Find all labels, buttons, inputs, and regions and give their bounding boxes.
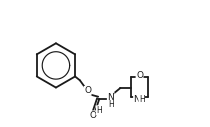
Text: N: N — [107, 93, 114, 102]
Text: N: N — [134, 95, 140, 104]
Text: H: H — [96, 106, 102, 115]
Text: O: O — [136, 71, 143, 80]
Text: O: O — [90, 111, 97, 120]
Text: H: H — [108, 100, 114, 109]
Text: O: O — [84, 86, 91, 95]
Text: H: H — [139, 95, 145, 104]
